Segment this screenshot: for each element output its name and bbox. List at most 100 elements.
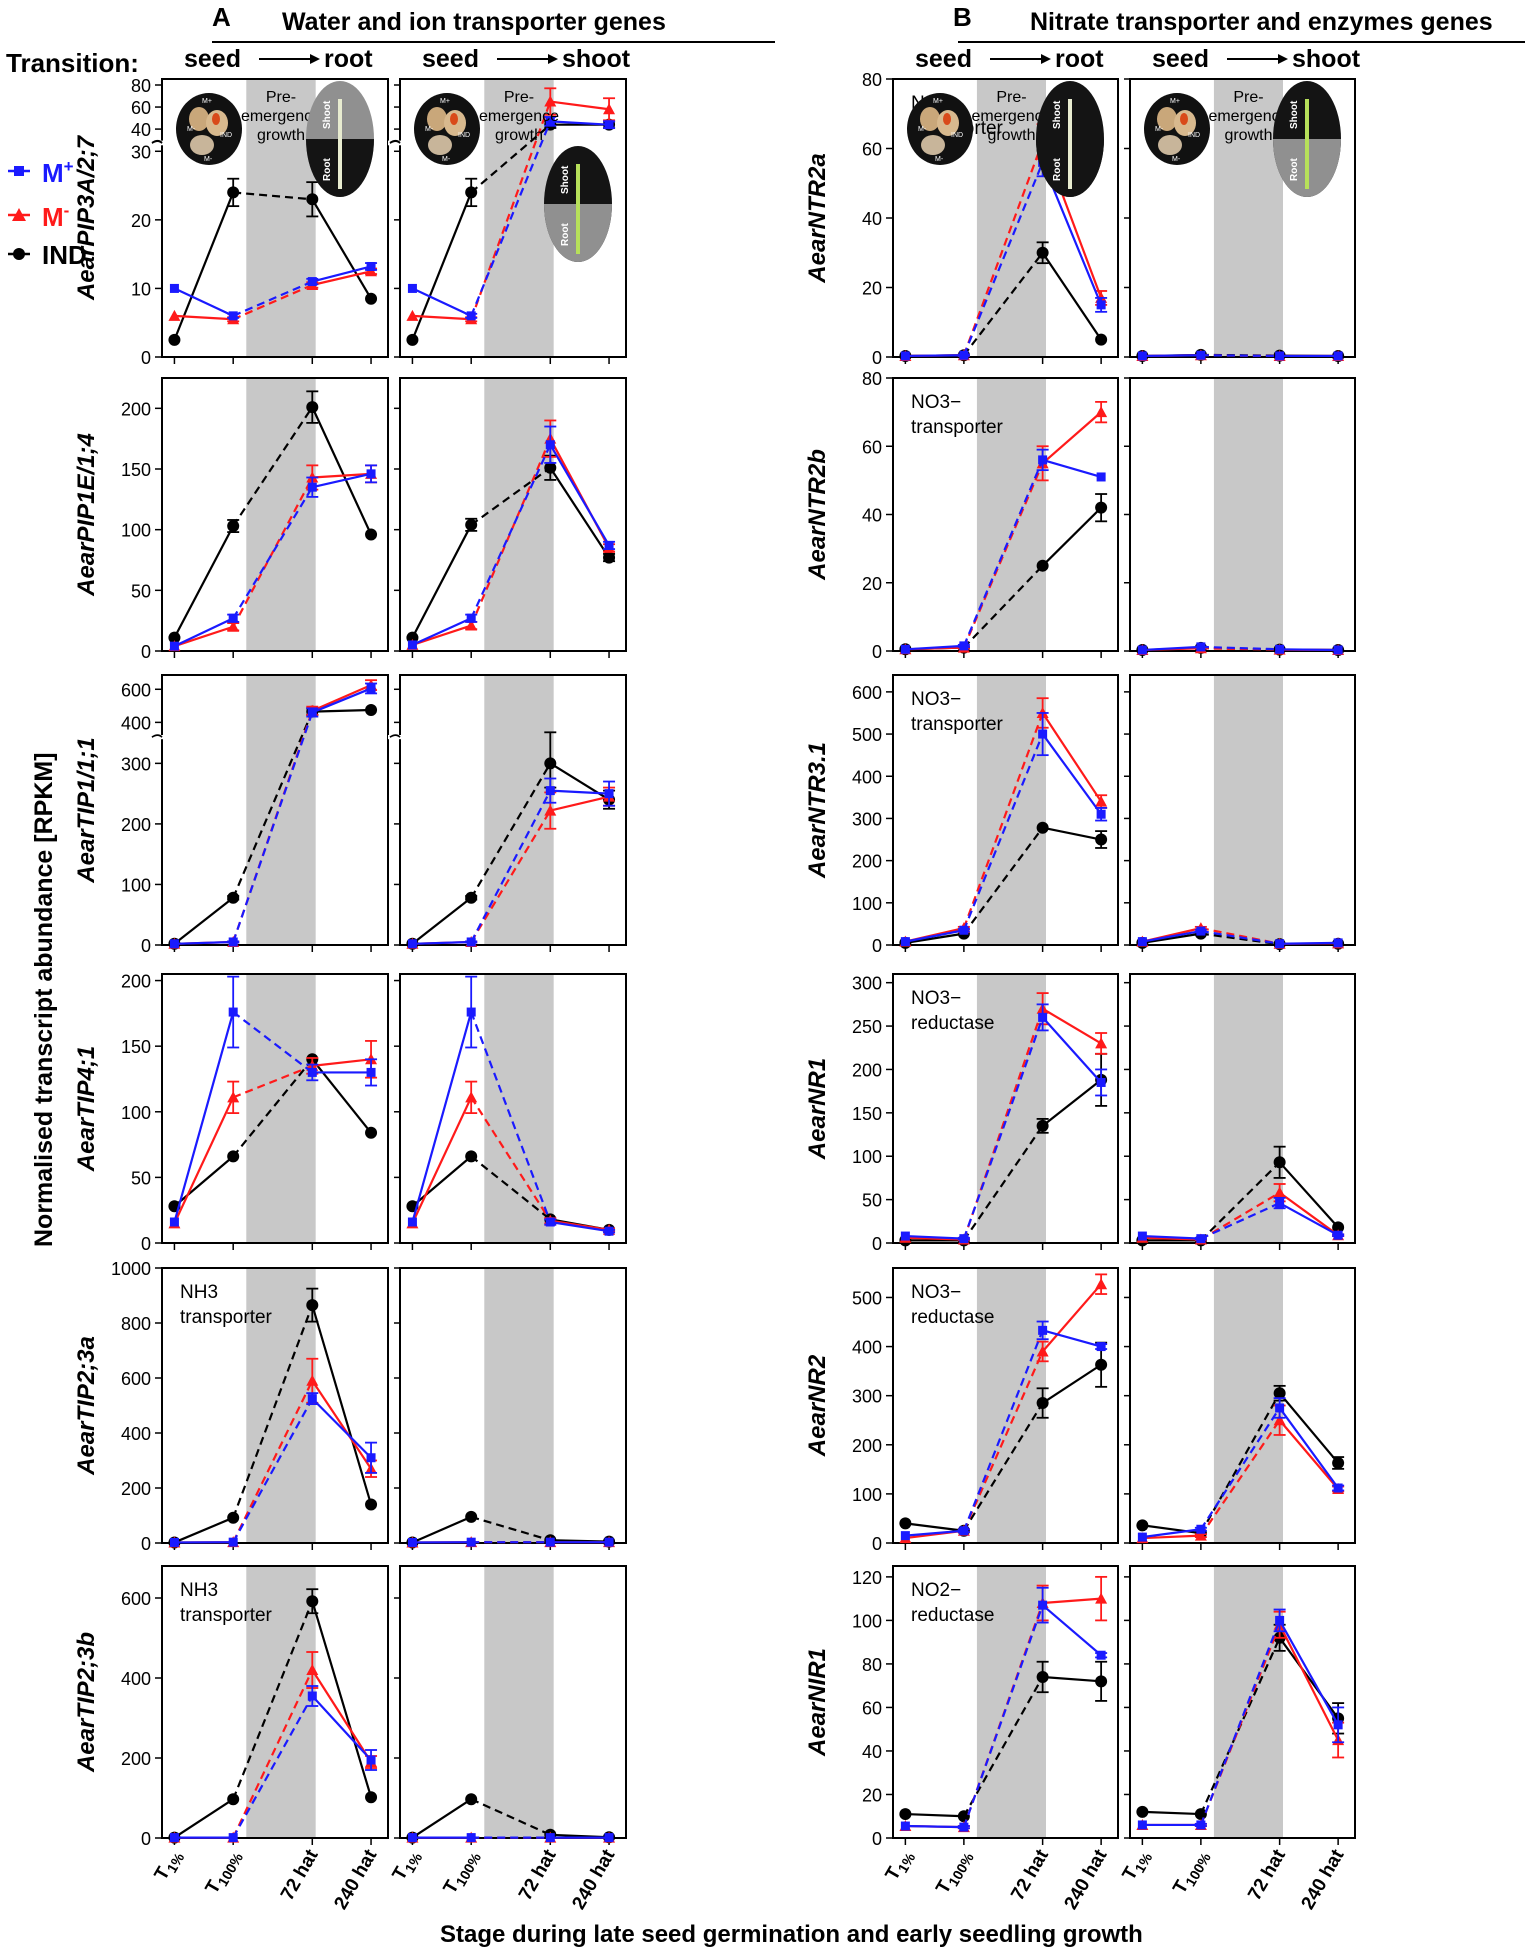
data-point-circle	[465, 891, 478, 904]
chart-a-pip1e-shoot	[394, 377, 627, 658]
pre-emergence-label: growth	[495, 127, 543, 144]
data-point-square	[407, 1833, 417, 1843]
data-point-circle	[1036, 246, 1049, 259]
y-tick-label: 0	[872, 1829, 882, 1849]
y-tick-label: 600	[121, 680, 151, 700]
y-tick-label: 40	[862, 209, 882, 229]
data-point-circle	[1095, 333, 1108, 346]
axis-break-gap	[388, 140, 402, 146]
y-tick-label: 0	[141, 1234, 151, 1254]
series-line-mminus	[174, 625, 234, 648]
seed-photo-seed	[920, 107, 940, 131]
seed-photo-label: M-	[425, 126, 434, 133]
pre-emergence-band	[1213, 379, 1283, 650]
pre-emergence-band	[976, 975, 1046, 1242]
chart-b-nir1-shoot: T1% T100% 72 hat 240 hat	[1119, 1565, 1356, 1913]
legend-item-ind: IND	[8, 240, 87, 270]
seed-photo-label: IND	[220, 132, 232, 139]
series-line-ind	[1041, 506, 1102, 567]
series-line-ind	[470, 1798, 551, 1836]
data-point-square	[900, 1821, 910, 1831]
y-tick-label: 100	[852, 1485, 882, 1505]
pre-emergence-band	[246, 1567, 316, 1837]
series-line-mplus	[311, 1397, 372, 1459]
gene-name-label: AearPIP3A/2;7	[73, 134, 100, 301]
seed-photo-seed	[1158, 135, 1182, 155]
series-line-mplus	[470, 790, 552, 943]
annotation-text: NO3−	[911, 988, 961, 1009]
seedling-inset: Shoot Root	[544, 146, 612, 262]
series-line-ind	[411, 192, 473, 341]
data-point-square	[545, 1833, 555, 1843]
chart-b-ntr2b-root: 0 20 40 60 80 AearNTR2b NO3− transporter	[804, 369, 1119, 662]
x-axis-title: Stage during late seed germination and e…	[440, 1921, 1143, 1948]
data-point-square	[366, 1453, 376, 1463]
data-point-square	[959, 1822, 969, 1832]
seedling-root-label: Root	[560, 223, 571, 246]
data-point-triangle	[1095, 795, 1108, 807]
data-point-triangle	[1036, 1345, 1049, 1357]
legend-label-m-plus: M	[42, 158, 64, 188]
data-point-triangle	[603, 103, 616, 115]
pre-emergence-band	[1213, 80, 1283, 356]
y-tick-label: 0	[872, 642, 882, 662]
y-tick-label: 150	[121, 460, 151, 480]
seedling-stem	[338, 99, 342, 189]
series-line-mplus	[905, 1234, 964, 1240]
y-tick-label: 600	[121, 1589, 151, 1609]
data-point-circle	[227, 1511, 240, 1524]
seedling-stem	[1068, 99, 1072, 189]
data-point-square	[169, 939, 179, 949]
data-point-square	[407, 1217, 417, 1227]
annotation-text: transporter	[180, 1307, 273, 1328]
data-point-square	[545, 1217, 555, 1227]
series-line-ind	[905, 1812, 964, 1818]
y-axis-title: Normalised transcript abundance [RPKM]	[30, 752, 58, 1247]
data-point-circle	[1036, 1397, 1049, 1410]
y-tick-label: 1000	[111, 1259, 151, 1279]
data-point-square	[366, 469, 376, 479]
data-point-square	[307, 1394, 317, 1404]
data-point-square	[545, 116, 555, 126]
series-line-ind	[232, 1058, 314, 1158]
seed-photo-embryo	[1180, 113, 1188, 125]
data-point-square	[407, 939, 417, 949]
transition-dest-label: shoot	[562, 45, 631, 73]
y-tick-label: 200	[121, 1749, 151, 1769]
legend-marker-triangle	[12, 208, 26, 221]
series-line-ind	[311, 198, 372, 300]
data-point-circle	[306, 401, 319, 414]
y-tick-label: 60	[131, 98, 151, 118]
series-line-ind	[311, 1600, 373, 1798]
data-point-square	[1096, 809, 1106, 819]
series-line-mplus	[1142, 1528, 1202, 1539]
plot-frame	[399, 78, 627, 358]
series-line-mplus	[1200, 645, 1280, 651]
chart-b-ntr31-shoot	[1124, 674, 1356, 952]
data-point-square	[466, 1537, 476, 1547]
series-line-mplus	[311, 1695, 372, 1761]
data-point-square	[169, 641, 179, 651]
series-line-mminus	[470, 438, 552, 626]
seed-photo-label: M+	[933, 98, 943, 105]
series-line-ind	[411, 1798, 472, 1839]
data-point-square	[228, 1537, 238, 1547]
chart-a-tip41-root: 0 50 100 150 200 AearTIP4;1	[73, 972, 389, 1254]
y-tick-label: 200	[121, 972, 151, 992]
series-line-mplus	[549, 444, 611, 546]
series-line-ind	[173, 192, 235, 341]
seed-photo-label: M+	[202, 98, 212, 105]
data-point-circle	[603, 551, 616, 564]
y-tick-label: 80	[862, 369, 882, 389]
data-point-circle	[465, 518, 478, 531]
series-line-mminus	[962, 1351, 1044, 1532]
plot-frame	[1129, 674, 1356, 946]
panel-a-letter: A	[212, 2, 231, 32]
plot-frame	[892, 674, 1119, 946]
svg-text:M-: M-	[42, 201, 69, 232]
y-tick-label: 400	[121, 1424, 151, 1444]
gene-name-label: AearTIP4;1	[73, 1046, 100, 1172]
y-tick-label: 40	[862, 1742, 882, 1762]
